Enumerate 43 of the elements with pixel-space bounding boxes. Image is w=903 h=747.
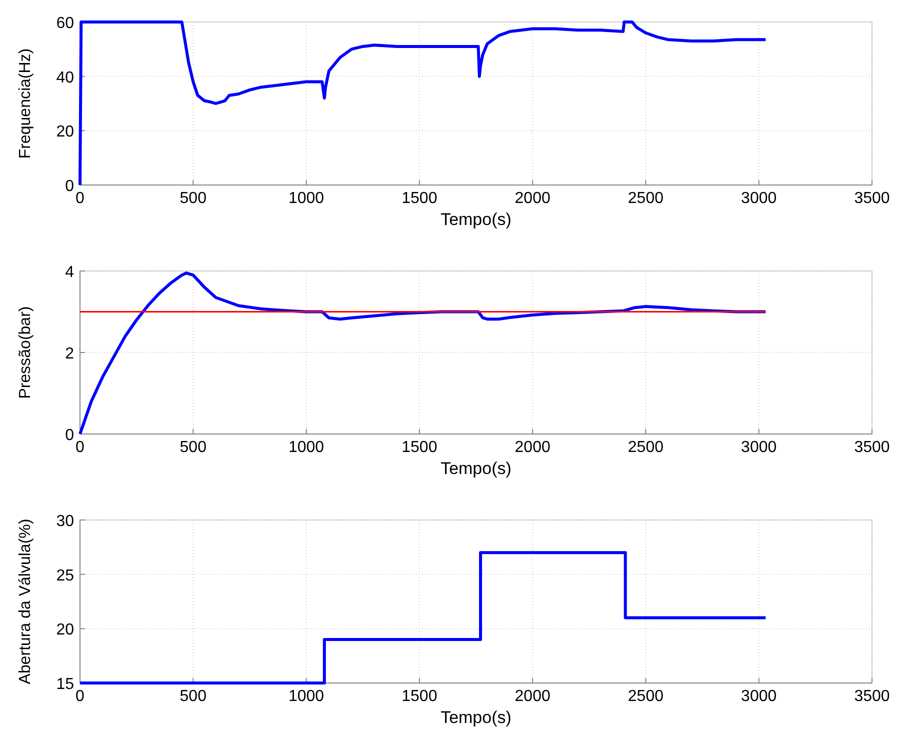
x-tick-label: 0 bbox=[76, 688, 85, 705]
x-tick-label: 500 bbox=[180, 439, 207, 456]
y-tick-label: 30 bbox=[56, 513, 74, 530]
x-tick-label: 1500 bbox=[402, 688, 438, 705]
y-axis-title: Pressão(bar) bbox=[17, 306, 34, 399]
y-axis-title: Frequencia(Hz) bbox=[17, 48, 34, 159]
x-tick-label: 0 bbox=[76, 439, 85, 456]
x-axis-title: Tempo(s) bbox=[440, 708, 512, 727]
line-series bbox=[78, 20, 768, 186]
x-tick-label: 1000 bbox=[288, 439, 324, 456]
y-axis-title: Abertura da Válvula(%) bbox=[17, 518, 34, 684]
y-tick-label: 0 bbox=[65, 178, 74, 195]
x-tick-label: 2000 bbox=[514, 439, 550, 456]
y-tick-label: 4 bbox=[65, 264, 74, 281]
y-tick-label: 15 bbox=[56, 676, 74, 693]
x-tick-label: 1500 bbox=[402, 439, 438, 456]
x-tick-label: 2500 bbox=[628, 688, 664, 705]
x-tick-label: 1500 bbox=[402, 190, 438, 207]
x-tick-label: 3000 bbox=[741, 688, 777, 705]
y-tick-label: 20 bbox=[56, 124, 74, 141]
x-tick-label: 3500 bbox=[854, 190, 890, 207]
y-tick-label: 0 bbox=[65, 427, 74, 444]
x-tick-label: 0 bbox=[76, 190, 85, 207]
x-tick-label: 500 bbox=[180, 190, 207, 207]
x-tick-label: 3000 bbox=[741, 439, 777, 456]
y-tick-label: 60 bbox=[56, 15, 74, 32]
y-tick-label: 20 bbox=[56, 622, 74, 639]
x-tick-label: 2500 bbox=[628, 439, 664, 456]
x-axis-title: Tempo(s) bbox=[440, 210, 512, 229]
y-tick-label: 2 bbox=[65, 346, 74, 362]
x-tick-label: 500 bbox=[180, 688, 207, 705]
x-tick-label: 2000 bbox=[514, 190, 550, 207]
x-tick-label: 1000 bbox=[288, 688, 324, 705]
x-tick-label: 3500 bbox=[854, 439, 890, 456]
x-tick-label: 3500 bbox=[854, 688, 890, 705]
x-tick-label: 1000 bbox=[288, 190, 324, 207]
y-tick-label: 25 bbox=[56, 567, 74, 584]
x-tick-label: 3000 bbox=[741, 190, 777, 207]
x-axis-title: Tempo(s) bbox=[440, 459, 512, 478]
x-tick-label: 2000 bbox=[514, 688, 550, 705]
line-series bbox=[78, 551, 768, 684]
y-tick-label: 40 bbox=[56, 69, 74, 86]
x-tick-label: 2500 bbox=[628, 190, 664, 207]
